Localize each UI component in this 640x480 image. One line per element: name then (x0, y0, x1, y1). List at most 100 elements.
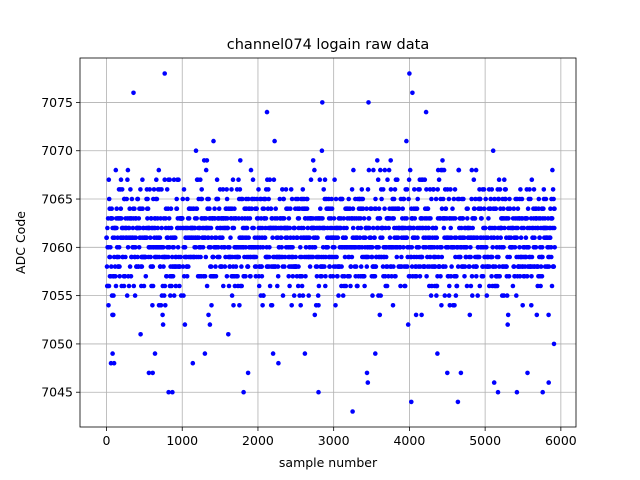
data-point (110, 351, 115, 356)
data-point (285, 235, 290, 240)
data-point (496, 177, 502, 182)
data-point (145, 216, 150, 221)
data-point (391, 264, 396, 269)
data-point (497, 274, 503, 279)
data-point (399, 254, 404, 260)
data-point (286, 216, 292, 221)
data-point (221, 283, 226, 289)
data-point (140, 206, 145, 211)
data-point (395, 177, 400, 182)
data-point (170, 274, 176, 279)
data-point (295, 283, 301, 289)
data-point (180, 216, 185, 221)
data-point (244, 225, 250, 231)
data-point (168, 225, 174, 231)
data-point (208, 264, 214, 269)
data-point (388, 187, 394, 192)
data-point (288, 187, 294, 192)
data-point (275, 283, 280, 289)
data-point (286, 274, 292, 279)
data-point (512, 245, 518, 250)
data-point (316, 389, 321, 395)
data-point (125, 177, 130, 182)
data-point (362, 274, 367, 279)
data-point (538, 283, 543, 289)
data-point (462, 235, 467, 240)
data-point (341, 216, 347, 221)
data-point (170, 389, 175, 395)
data-point (132, 206, 137, 211)
data-point (496, 254, 501, 260)
data-point (401, 196, 407, 202)
data-point (375, 177, 381, 182)
data-point (549, 254, 554, 260)
data-point (206, 235, 211, 240)
data-point (181, 187, 187, 192)
data-point (434, 293, 439, 298)
data-point (443, 264, 448, 269)
data-point (145, 206, 151, 211)
data-point (366, 216, 372, 221)
data-point (409, 245, 415, 250)
data-point (468, 245, 473, 250)
data-point (426, 225, 431, 231)
data-point (301, 225, 306, 231)
data-point (551, 341, 557, 347)
data-point (135, 254, 140, 260)
data-point (181, 293, 186, 298)
data-point (439, 245, 444, 250)
data-point (333, 303, 338, 308)
data-point (136, 216, 142, 221)
data-point (546, 380, 551, 385)
data-point (303, 245, 309, 250)
data-point (376, 206, 382, 211)
data-point (316, 303, 321, 308)
data-point (439, 206, 445, 211)
data-point (428, 293, 434, 298)
data-point (259, 264, 265, 269)
data-point (364, 370, 370, 376)
data-point (489, 187, 495, 192)
data-point (295, 235, 300, 240)
data-point (365, 380, 371, 385)
data-point (464, 245, 469, 250)
data-point (350, 225, 356, 231)
data-point (156, 254, 162, 260)
data-point (404, 187, 410, 192)
data-point (453, 293, 459, 298)
data-point (428, 216, 433, 221)
data-point (401, 245, 406, 250)
data-point (125, 245, 131, 250)
data-point (168, 206, 174, 211)
data-point (307, 264, 313, 269)
data-point (158, 264, 163, 269)
data-point (107, 254, 113, 260)
data-point (540, 254, 545, 260)
data-point (124, 196, 129, 202)
data-point (375, 158, 380, 163)
data-point (124, 293, 130, 298)
data-point (241, 389, 246, 395)
data-point (549, 283, 555, 289)
data-point (383, 254, 389, 260)
data-point (114, 206, 119, 211)
data-point (351, 167, 356, 173)
data-point (287, 283, 292, 289)
data-point (415, 235, 420, 240)
data-point (129, 196, 135, 202)
data-point (482, 225, 488, 231)
data-point (482, 206, 487, 211)
data-point (206, 196, 211, 202)
data-point (224, 196, 230, 202)
data-point (106, 196, 112, 202)
data-point (548, 206, 553, 211)
data-point (198, 254, 203, 260)
data-point (370, 225, 376, 231)
data-point (182, 245, 188, 250)
data-point (315, 235, 320, 240)
data-point (231, 303, 236, 308)
data-point (431, 187, 436, 192)
data-point (465, 216, 470, 221)
data-point (474, 264, 479, 269)
data-point (246, 235, 251, 240)
